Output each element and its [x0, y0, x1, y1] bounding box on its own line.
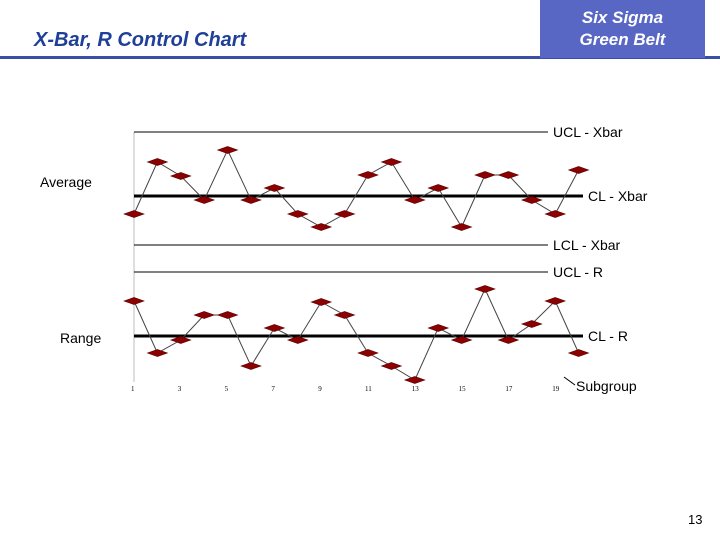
- range-point-8: [286, 336, 309, 344]
- x-tick-label-7: 7: [271, 385, 275, 393]
- range-point-1: [123, 297, 145, 305]
- xbar-point-11: [357, 171, 379, 179]
- x-tick-label-5: 5: [225, 385, 229, 393]
- xbar-point-4: [193, 196, 216, 204]
- x-axis-label: Subgroup: [576, 378, 637, 394]
- range-point-19: [544, 297, 567, 305]
- x-label-leader: [563, 376, 576, 386]
- xbar-limit-label-0: UCL - Xbar: [553, 124, 623, 140]
- xbar-axis-label: Average: [40, 174, 92, 190]
- badge-line-1: Six Sigma: [581, 8, 664, 27]
- range-point-7: [263, 324, 286, 332]
- x-tick-label-15: 15: [459, 385, 467, 393]
- range-point-3: [169, 336, 192, 344]
- xbar-point-15: [450, 223, 473, 231]
- range-point-13: [403, 376, 426, 384]
- slide-title: X-Bar, R Control Chart: [34, 29, 247, 51]
- six-sigma-badge: Six Sigma Green Belt: [540, 0, 705, 58]
- x-tick-label-9: 9: [318, 385, 322, 393]
- range-point-20: [567, 349, 590, 357]
- xbar-series-line: [133, 148, 580, 229]
- range-point-2: [146, 349, 169, 357]
- header-rule: [0, 56, 720, 59]
- xbar-point-3: [169, 172, 192, 180]
- range-point-4: [193, 311, 216, 319]
- x-tick-label-3: 3: [178, 385, 182, 393]
- range-point-11: [357, 349, 379, 357]
- range-point-9: [310, 298, 333, 306]
- xbar-point-19: [544, 210, 567, 218]
- xbar-point-5: [216, 146, 239, 154]
- xbar-point-10: [333, 210, 356, 218]
- xbar-point-20: [567, 166, 590, 174]
- range-point-15: [450, 336, 473, 344]
- range-axis-label: Range: [60, 330, 101, 346]
- range-point-6: [240, 362, 262, 370]
- range-point-16: [474, 285, 496, 293]
- range-point-10: [333, 311, 356, 319]
- x-tick-label-19: 19: [552, 385, 560, 393]
- range-point-5: [216, 311, 239, 319]
- range-point-12: [380, 362, 403, 370]
- range-limit-label-0: UCL - R: [553, 264, 603, 280]
- xbar-point-6: [240, 196, 262, 204]
- xbar-point-16: [474, 171, 496, 179]
- x-tick-label-11: 11: [365, 385, 372, 393]
- xbar-point-9: [310, 223, 333, 231]
- xbar-point-12: [380, 158, 403, 166]
- xbar-limit-label-1: CL - Xbar: [588, 188, 648, 204]
- x-tick-label-13: 13: [412, 385, 420, 393]
- x-tick-label-1: 1: [131, 385, 135, 393]
- page-number: 13: [688, 512, 703, 527]
- xbar-point-1: [123, 210, 145, 218]
- xbar-point-14: [427, 184, 450, 192]
- range-point-18: [520, 320, 543, 328]
- xbar-point-18: [520, 196, 543, 204]
- xbar-point-17: [497, 171, 520, 179]
- xbar-point-8: [286, 210, 309, 218]
- xbar-point-7: [263, 184, 286, 192]
- x-tick-label-17: 17: [505, 385, 513, 393]
- xbar-limit-label-2: LCL - Xbar: [553, 237, 621, 253]
- range-point-14: [427, 324, 450, 332]
- xbar-point-2: [146, 158, 169, 166]
- range-limit-label-1: CL - R: [588, 328, 628, 344]
- range-point-17: [497, 336, 520, 344]
- xbar-point-13: [403, 196, 426, 204]
- badge-line-2: Green Belt: [579, 30, 666, 49]
